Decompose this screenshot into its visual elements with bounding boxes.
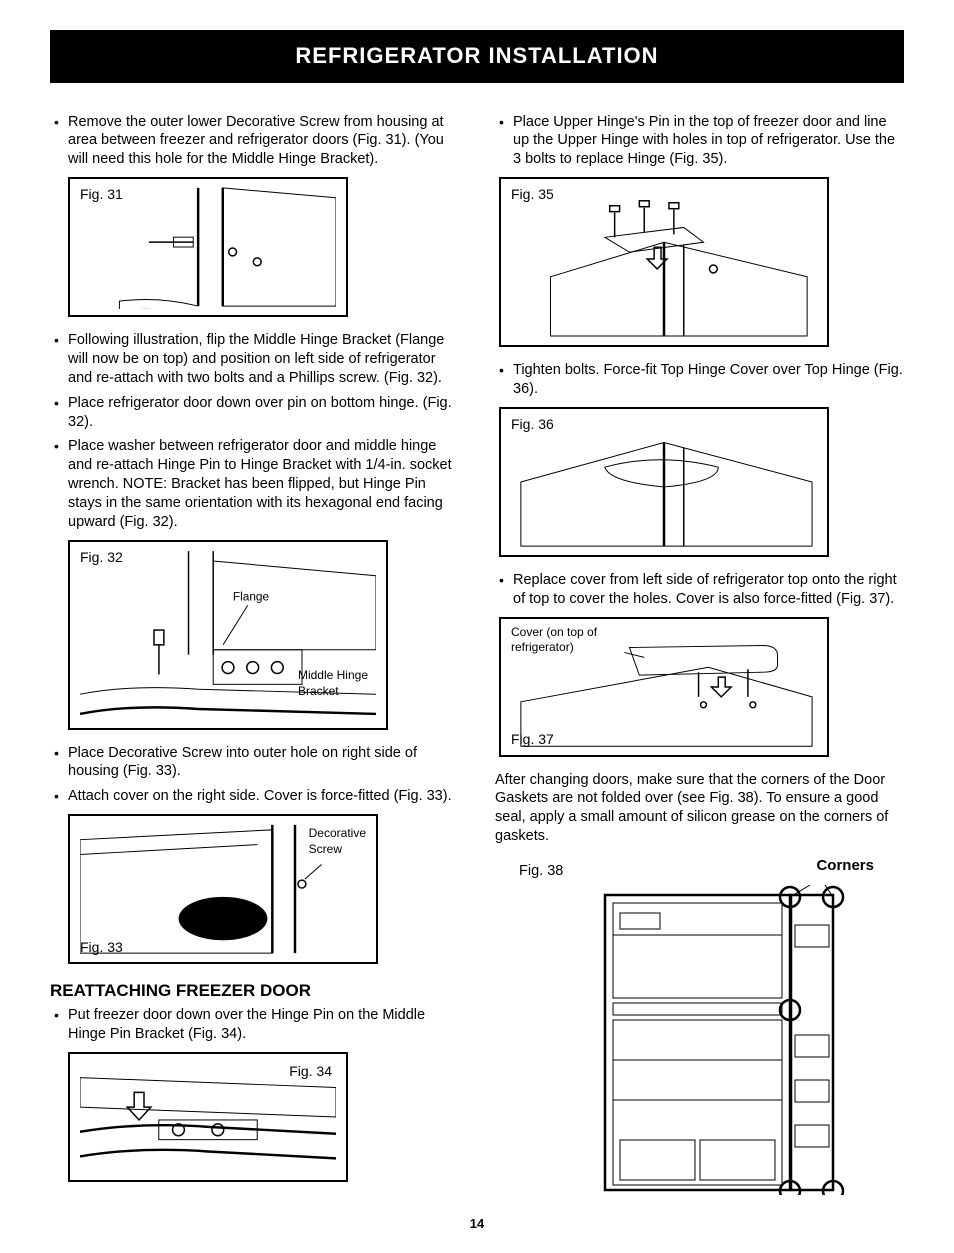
two-column-layout: Remove the outer lower Decorative Screw … — [50, 113, 904, 1196]
figure-36-illustration — [511, 415, 817, 549]
left-column: Remove the outer lower Decorative Screw … — [50, 113, 459, 1196]
left-bullets-3: Place Decorative Screw into outer hole o… — [50, 744, 459, 807]
bullet-item: Place refrigerator door down over pin on… — [50, 394, 459, 432]
right-bullets-2: Tighten bolts. Force-fit Top Hinge Cover… — [495, 361, 904, 399]
corners-callout: Corners — [573, 856, 904, 876]
figure-label: Fig. 38 — [495, 856, 563, 881]
gasket-paragraph: After changing doors, make sure that the… — [495, 771, 904, 846]
page-title-bar: REFRIGERATOR INSTALLATION — [50, 30, 904, 83]
callout-text: Middle Hinge — [298, 668, 368, 684]
bullet-item: Place Upper Hinge's Pin in the top of fr… — [495, 113, 904, 170]
right-bullets-1: Place Upper Hinge's Pin in the top of fr… — [495, 113, 904, 170]
figure-31-illustration — [80, 185, 336, 309]
upper-hinge-bolts-icon — [511, 185, 817, 339]
right-bullets-3: Replace cover from left side of refriger… — [495, 571, 904, 609]
callout-text: Bracket — [298, 684, 368, 700]
section-heading-reattaching: REATTACHING FREEZER DOOR — [50, 980, 459, 1002]
decorative-screw-callout: Decorative Screw — [309, 826, 366, 857]
bullet-item: Remove the outer lower Decorative Screw … — [50, 113, 459, 170]
hinge-area-icon — [80, 185, 336, 309]
refrigerator-open-icon — [565, 885, 865, 1195]
figure-33: Fig. 33 Decorative Screw — [68, 814, 378, 964]
bullet-item: Place Decorative Screw into outer hole o… — [50, 744, 459, 782]
figure-34-illustration — [80, 1060, 336, 1174]
left-bullets-2: Following illustration, flip the Middle … — [50, 331, 459, 531]
figure-38 — [565, 885, 865, 1195]
middle-hinge-bracket-callout: Middle Hinge Bracket — [298, 668, 368, 699]
figure-37: Cover (on top of refrigerator) Fig. 37 — [499, 617, 829, 757]
figure-38-header: Fig. 38 Corners — [495, 856, 904, 881]
svg-text:Flange: Flange — [233, 589, 270, 603]
bullet-item: Tighten bolts. Force-fit Top Hinge Cover… — [495, 361, 904, 399]
figure-36: Fig. 36 — [499, 407, 829, 557]
top-cover-replace-icon — [511, 625, 817, 749]
freezer-door-hinge-icon — [80, 1060, 336, 1174]
left-bullets-1: Remove the outer lower Decorative Screw … — [50, 113, 459, 170]
figure-32: Fig. 32 Flange — [68, 540, 388, 730]
callout-text: Screw — [309, 842, 366, 858]
bullet-item: Replace cover from left side of refriger… — [495, 571, 904, 609]
top-hinge-cover-icon — [511, 415, 817, 549]
figure-31: Fig. 31 — [68, 177, 348, 317]
bullet-item: Place washer between refrigerator door a… — [50, 437, 459, 531]
bullet-item: Attach cover on the right side. Cover is… — [50, 787, 459, 806]
page-number: 14 — [50, 1216, 904, 1233]
figure-35-illustration — [511, 185, 817, 339]
figure-35: Fig. 35 — [499, 177, 829, 347]
right-column: Place Upper Hinge's Pin in the top of fr… — [495, 113, 904, 1196]
callout-text: Decorative — [309, 826, 366, 842]
bullet-item: Following illustration, flip the Middle … — [50, 331, 459, 388]
figure-37-illustration — [511, 625, 817, 749]
figure-34: Fig. 34 — [68, 1052, 348, 1182]
left-bullets-4: Put freezer door down over the Hinge Pin… — [50, 1006, 459, 1044]
bullet-item: Put freezer door down over the Hinge Pin… — [50, 1006, 459, 1044]
